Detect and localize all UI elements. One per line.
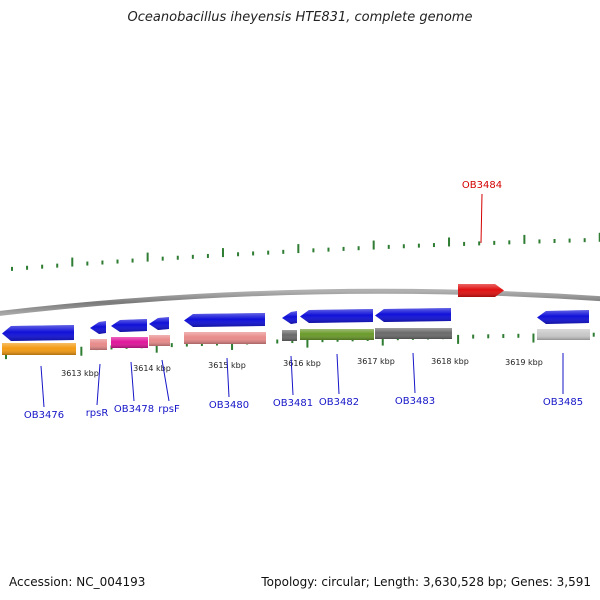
gene-ob3481[interactable]: [282, 311, 297, 341]
gene-ob3484[interactable]: [458, 284, 504, 297]
label-leader-line: [40, 365, 45, 408]
gene-label[interactable]: OB3480: [209, 400, 249, 411]
gene-label[interactable]: OB3482: [319, 397, 359, 408]
kbp-tick-label: 3617 kbp: [357, 357, 395, 366]
cog-box-shading: [300, 329, 374, 340]
gene-label[interactable]: OB3476: [24, 410, 64, 421]
gene-ob3480[interactable]: [184, 313, 266, 344]
cds-arrow-shading: [149, 317, 169, 330]
cog-box-shading: [375, 328, 452, 339]
cog-box-shading: [184, 332, 266, 344]
cog-box-shading: [111, 337, 148, 348]
gene-label[interactable]: rpsF: [158, 404, 180, 415]
kbp-tick-label: 3614 kbp: [133, 364, 171, 373]
cds-arrow-shading: [111, 319, 147, 332]
label-leader-line: [96, 363, 101, 406]
label-leader-line: [336, 353, 340, 395]
accession-text: Accession: NC_004193: [9, 575, 146, 589]
cds-arrow-shading: [282, 311, 297, 324]
cds-arrow-shading: [2, 325, 74, 341]
cog-box-shading: [2, 343, 76, 355]
genome-summary-text: Topology: circular; Length: 3,630,528 bp…: [261, 575, 591, 589]
gene-label[interactable]: OB3478: [114, 404, 154, 415]
gene-ob3478[interactable]: [111, 319, 148, 348]
cds-arrow-shading: [184, 313, 265, 327]
cog-box-shading: [537, 329, 590, 340]
cds-arrow-shading: [375, 308, 451, 322]
label-leader-line: [161, 359, 170, 402]
upper-tick-row: [11, 232, 600, 271]
gene-label[interactable]: OB3484: [462, 180, 502, 191]
map-title: Oceanobacillus iheyensis HTE831, complet…: [127, 10, 473, 25]
gene-ob3482[interactable]: [300, 309, 374, 340]
gene-features: [2, 284, 590, 355]
gene-label[interactable]: OB3483: [395, 396, 435, 407]
gene-ob3476[interactable]: [2, 325, 76, 355]
gene-labels: OB3476 rpsR OB3478 rpsF OB3480 OB3481 OB3482 OB…: [24, 180, 583, 421]
gene-label[interactable]: OB3485: [543, 397, 583, 408]
label-leader-line: [290, 355, 294, 396]
genome-backbone: [0, 288, 600, 316]
cds-arrow-shading: [458, 284, 504, 297]
cog-box-shading: [282, 330, 297, 341]
gene-rpsr[interactable]: [90, 321, 107, 350]
gene-rpsf[interactable]: [149, 317, 170, 346]
cog-box-shading: [149, 335, 170, 346]
label-leader-line: [130, 361, 135, 402]
cds-arrow-shading: [300, 309, 373, 323]
kbp-tick-label: 3616 kbp: [283, 359, 321, 368]
label-leader-line: [480, 193, 483, 244]
gene-label[interactable]: OB3481: [273, 398, 313, 409]
kbp-tick-label: 3613 kbp: [61, 369, 99, 378]
gene-ob3483[interactable]: [375, 308, 452, 339]
kbp-tick-label: 3619 kbp: [505, 358, 543, 367]
gene-label[interactable]: rpsR: [86, 408, 109, 419]
gene-ob3485[interactable]: [537, 310, 590, 340]
cog-box-shading: [90, 339, 107, 350]
cds-arrow-shading: [537, 310, 589, 324]
label-leader-line: [412, 352, 416, 394]
kbp-tick-label: 3618 kbp: [431, 357, 469, 366]
cds-arrow-shading: [90, 321, 106, 334]
label-leader-line: [226, 357, 230, 398]
